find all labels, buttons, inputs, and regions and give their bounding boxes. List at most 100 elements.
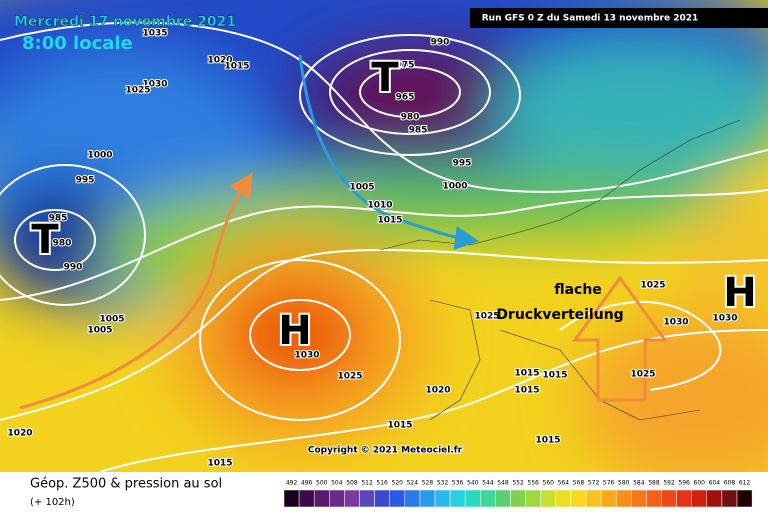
run-info: Run GFS 0 Z du Samedi 13 novembre 2021 <box>482 14 699 24</box>
isobar-label: 985 <box>49 214 68 224</box>
colorbar-label: 572 <box>588 480 600 487</box>
isobar-label: 1020 <box>207 56 232 66</box>
colorbar-swatch <box>646 489 662 508</box>
colorbar-swatch <box>313 489 330 508</box>
colorbar-label: 520 <box>392 480 404 487</box>
isobar-label: 990 <box>64 263 83 273</box>
colorbar-swatch <box>495 489 511 508</box>
colorbar-swatch <box>464 489 481 508</box>
isobar-label: 995 <box>453 159 472 169</box>
isobar-label: 1015 <box>207 459 232 469</box>
isobar-label: 985 <box>409 126 428 136</box>
colorbar-swatch <box>615 489 632 508</box>
colorbar-label: 600 <box>694 480 706 487</box>
colorbar-label: 576 <box>603 480 615 487</box>
colorbar-swatch <box>540 489 557 508</box>
isobar-label: 1015 <box>542 371 567 381</box>
colorbar-swatch <box>525 489 541 508</box>
isobar-label: 980 <box>401 113 420 123</box>
colorbar-swatch <box>329 489 345 508</box>
annotation: flache <box>554 282 602 298</box>
isobar-label: 1015 <box>514 369 539 379</box>
isobar-label: 1030 <box>294 351 319 361</box>
colorbar-label: 596 <box>678 480 690 487</box>
isobar-label: 1015 <box>224 62 249 72</box>
colorbar-label: 564 <box>558 480 570 487</box>
colorbar-label: 496 <box>301 480 313 487</box>
colorbar-swatch <box>721 489 738 508</box>
isobar-label: 1010 <box>367 201 392 211</box>
isobar-label: 1025 <box>630 370 655 380</box>
colorbar-swatch <box>359 489 375 508</box>
colorbar-swatch <box>404 489 421 508</box>
footer-title: Géop. Z500 & pression au sol <box>30 477 222 492</box>
isobar-label: 1005 <box>349 183 374 193</box>
pressure-system: T <box>371 55 399 101</box>
colorbar-label: 588 <box>648 480 660 487</box>
jet-arrow <box>298 54 479 250</box>
ridge-arrow <box>572 275 668 402</box>
field-background <box>0 0 768 490</box>
isobar-label: 1020 <box>7 429 32 439</box>
colorbar-label: 608 <box>724 480 736 487</box>
colorbar-swatch <box>676 489 692 508</box>
isobar-label: 980 <box>53 239 72 249</box>
isobar-label: 1035 <box>142 29 167 39</box>
isobar-label: 1025 <box>640 281 665 291</box>
colorbar-swatch <box>661 489 677 508</box>
colorbar-label: 592 <box>663 480 675 487</box>
colorbar-label: 516 <box>376 480 388 487</box>
isobar-label: 1025 <box>125 86 150 96</box>
colorbar-label: 524 <box>407 480 419 487</box>
forecast-lead: (+ 102h) <box>30 497 75 508</box>
isobar-label: 1025 <box>474 312 499 322</box>
colorbar-label: 580 <box>618 480 630 487</box>
colorbar-swatch <box>691 489 708 508</box>
isobar-label: 1015 <box>514 386 539 396</box>
colorbar-label: 560 <box>543 480 555 487</box>
isobar-label: 1025 <box>337 372 362 382</box>
annotation: Druckverteilung <box>496 307 623 323</box>
colorbar-label: 548 <box>497 480 509 487</box>
pressure-system: T <box>31 217 59 263</box>
colorbar-swatch <box>344 489 360 508</box>
colorbar-swatch <box>449 489 466 508</box>
isobar-label: 1005 <box>87 326 112 336</box>
isobars <box>0 21 768 473</box>
colorbar-swatch <box>480 489 496 508</box>
colorbar-label: 500 <box>316 480 328 487</box>
colorbar-label: 544 <box>482 480 494 487</box>
colorbar-swatch <box>600 489 617 508</box>
colorbar-swatch <box>419 489 436 508</box>
isobar-label: 1005 <box>99 315 124 325</box>
isobar-label: 1015 <box>387 421 412 431</box>
colorbar-swatch <box>585 489 602 508</box>
isobar-label: 965 <box>396 93 415 103</box>
isobar-label: 1020 <box>425 386 450 396</box>
colorbar-label: 552 <box>512 480 524 487</box>
isobar-label: 995 <box>76 176 95 186</box>
colorbar-swatch <box>570 489 587 508</box>
isobar-label: 1015 <box>535 436 560 446</box>
colorbar-label: 492 <box>286 480 298 487</box>
colorbar-label: 556 <box>527 480 539 487</box>
colorbar-swatch <box>374 489 390 508</box>
copyright: Copyright © 2021 Meteociel.fr <box>308 446 463 456</box>
isobar-label: 1030 <box>663 318 688 328</box>
colorbar-label: 604 <box>709 480 721 487</box>
isobar-label: 990 <box>431 38 450 48</box>
pressure-system: H <box>723 270 756 316</box>
colorbar-label: 504 <box>331 480 343 487</box>
colorbar-swatch <box>283 489 300 508</box>
colorbar-swatch <box>510 489 526 508</box>
colorbar-label: 568 <box>573 480 585 487</box>
colorbar-swatch <box>389 489 406 508</box>
isobar-label: 1030 <box>142 80 167 90</box>
warm-air-arrow <box>19 172 253 410</box>
colorbar-swatch <box>555 489 572 508</box>
colorbar-swatch <box>434 489 451 508</box>
run-box <box>470 8 768 28</box>
isobar-label: 1000 <box>442 182 467 192</box>
colorbar-label: 508 <box>346 480 358 487</box>
